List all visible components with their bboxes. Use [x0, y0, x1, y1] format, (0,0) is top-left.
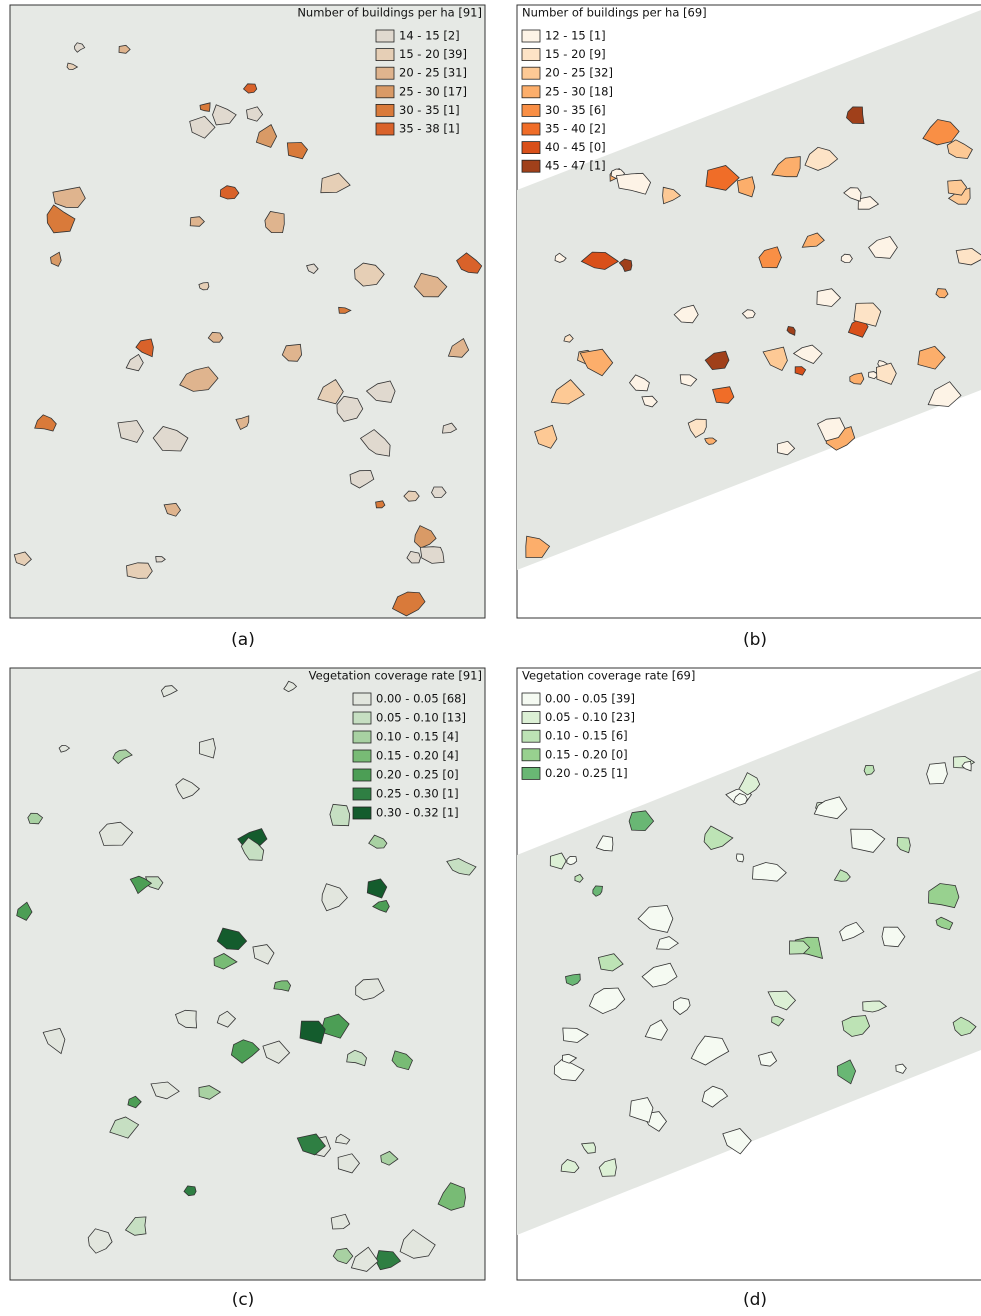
- parcel: [736, 854, 744, 862]
- legend-swatch: [376, 30, 394, 42]
- legend-swatch: [522, 712, 540, 724]
- legend-label: 15 - 20 [39]: [399, 47, 467, 61]
- legend-swatch: [522, 730, 540, 742]
- caption: (c): [232, 1290, 255, 1310]
- legend-label: 35 - 38 [1]: [399, 122, 460, 136]
- caption: (a): [231, 630, 255, 650]
- parcel: [713, 387, 734, 404]
- legend-label: 25 - 30 [18]: [545, 84, 613, 98]
- caption: (b): [743, 630, 767, 650]
- legend-swatch: [353, 769, 371, 781]
- legend-swatch: [522, 123, 540, 135]
- legend-label: 20 - 25 [32]: [545, 66, 613, 80]
- legend-label: 20 - 25 [31]: [399, 66, 467, 80]
- legend-label: 0.30 - 0.32 [1]: [376, 806, 459, 820]
- legend-swatch: [376, 49, 394, 61]
- legend-swatch: [522, 49, 540, 61]
- legend-swatch: [353, 750, 371, 762]
- legend-label: 25 - 30 [17]: [399, 84, 467, 98]
- legend-label: 14 - 15 [2]: [399, 29, 460, 43]
- legend-swatch: [353, 731, 371, 743]
- parcel: [841, 254, 852, 262]
- legend-title: Vegetation coverage rate [69]: [522, 669, 695, 683]
- legend-label: 12 - 15 [1]: [545, 29, 606, 43]
- legend-title: Number of buildings per ha [91]: [297, 6, 482, 20]
- legend-label: 0.00 - 0.05 [68]: [376, 692, 466, 706]
- parcel: [127, 563, 153, 579]
- legend-label: 30 - 35 [1]: [399, 103, 460, 117]
- legend-swatch: [522, 30, 540, 42]
- legend-swatch: [522, 67, 540, 79]
- legend-label: 0.00 - 0.05 [39]: [545, 692, 635, 706]
- legend-label: 0.15 - 0.20 [0]: [545, 747, 628, 761]
- legend-swatch: [353, 807, 371, 819]
- legend-swatch: [353, 788, 371, 800]
- caption: (d): [743, 1290, 767, 1310]
- figure: Number of buildings per ha [91] 14 - 15 […: [0, 0, 981, 1312]
- legend-swatch: [522, 693, 540, 705]
- legend-swatch: [522, 749, 540, 761]
- legend-label: 0.05 - 0.10 [23]: [545, 710, 635, 724]
- legend-swatch: [353, 712, 371, 724]
- legend-label: 0.25 - 0.30 [1]: [376, 787, 459, 801]
- legend-swatch: [376, 104, 394, 116]
- legend-swatch: [522, 160, 540, 172]
- legend-label: 0.10 - 0.15 [6]: [545, 729, 628, 743]
- parcel: [330, 804, 350, 825]
- legend-label: 0.05 - 0.10 [13]: [376, 711, 466, 725]
- legend-label: 30 - 35 [6]: [545, 103, 606, 117]
- legend-label: 40 - 45 [0]: [545, 140, 606, 154]
- legend-swatch: [522, 86, 540, 98]
- legend-label: 0.10 - 0.15 [4]: [376, 730, 459, 744]
- legend-label: 15 - 20 [9]: [545, 47, 606, 61]
- legend-label: 0.15 - 0.20 [4]: [376, 749, 459, 763]
- legend-swatch: [522, 767, 540, 779]
- legend-label: 0.20 - 0.25 [0]: [376, 768, 459, 782]
- parcel: [927, 763, 948, 784]
- parcel: [376, 501, 385, 508]
- legend-swatch: [522, 104, 540, 116]
- legend-swatch: [522, 142, 540, 154]
- parcel: [199, 283, 209, 290]
- legend-label: 45 - 47 [1]: [545, 159, 606, 173]
- legend-swatch: [376, 86, 394, 98]
- legend-swatch: [376, 123, 394, 135]
- legend-swatch: [353, 693, 371, 705]
- legend-label: 35 - 40 [2]: [545, 122, 606, 136]
- legend-label: 0.20 - 0.25 [1]: [545, 766, 628, 780]
- legend-swatch: [376, 67, 394, 79]
- legend-title: Vegetation coverage rate [91]: [309, 669, 482, 683]
- legend-title: Number of buildings per ha [69]: [522, 6, 707, 20]
